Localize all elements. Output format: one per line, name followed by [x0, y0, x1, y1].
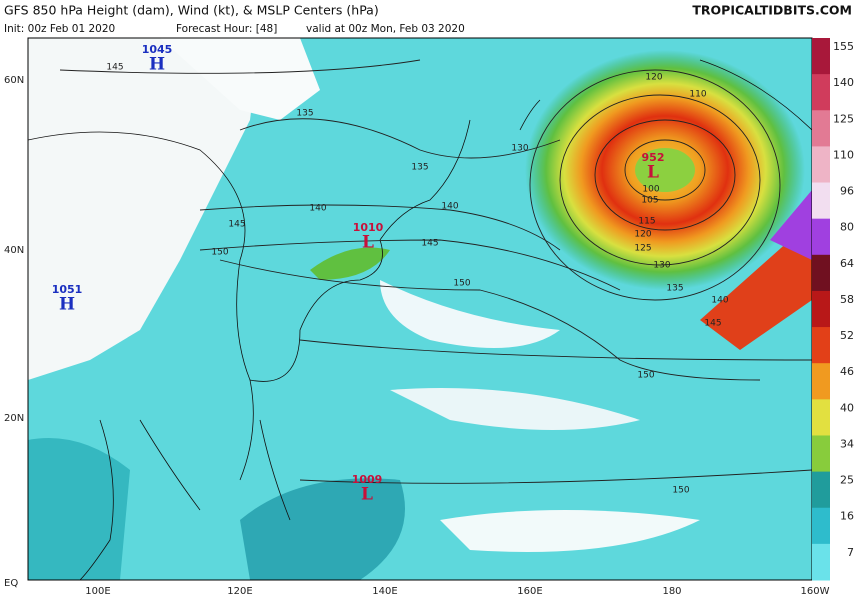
colorbar-segment: [812, 507, 830, 545]
colorbar-label: 155: [833, 40, 854, 53]
map-field: [28, 38, 812, 580]
contour-label: 115: [638, 217, 655, 227]
title: GFS 850 hPa Height (dam), Wind (kt), & M…: [4, 3, 379, 18]
colorbar-label: 58: [840, 293, 854, 306]
longitude-label: 140E: [372, 586, 397, 597]
contour-label: 150: [211, 248, 228, 258]
colorbar-label: 34: [840, 437, 854, 450]
contour-label: 125: [634, 244, 651, 254]
contour-label: 130: [653, 261, 670, 271]
colorbar-label: 125: [833, 112, 854, 125]
colorbar-label: 52: [840, 329, 854, 342]
contour-label: 135: [411, 163, 428, 173]
colorbar: 155 140 125 110 96 80 64 58 52 46 40 34 25 16 7: [812, 38, 854, 581]
pressure-value: 952: [642, 151, 665, 164]
colorbar-segment: [812, 435, 830, 473]
colorbar-segment: [812, 74, 830, 111]
colorbar-segment: [812, 110, 830, 147]
colorbar-label: 46: [840, 365, 854, 378]
colorbar-label: 140: [833, 76, 854, 89]
contour-label: 140: [711, 296, 728, 306]
contour-label: 120: [634, 230, 651, 240]
longitude-label: 100E: [85, 586, 110, 597]
colorbar-segment: [812, 182, 830, 220]
contour-label: 150: [453, 279, 470, 289]
pressure-center-letter: L: [362, 233, 374, 253]
contour-label: 100: [642, 185, 659, 195]
valid-time: valid at 00z Mon, Feb 03 2020: [306, 23, 465, 35]
colorbar-segment: [812, 399, 830, 436]
contour-label: 120: [645, 73, 662, 83]
colorbar-label: 40: [840, 401, 854, 414]
pressure-value: 1045: [142, 43, 173, 56]
longitude-label: 160E: [517, 586, 542, 597]
contour-label: 150: [637, 371, 654, 381]
contour-label: 145: [421, 239, 438, 249]
pressure-value: 1010: [353, 221, 384, 234]
colorbar-segment: [812, 254, 830, 292]
pressure-center-letter: L: [361, 485, 373, 505]
colorbar-label: 64: [840, 257, 854, 270]
contour-label: 105: [641, 196, 658, 206]
colorbar-label: 110: [833, 148, 854, 161]
colorbar-segment: [812, 471, 830, 509]
colorbar-segment: [812, 543, 830, 581]
contour-label: 130: [511, 144, 528, 154]
contour-label: 150: [672, 486, 689, 496]
colorbar-segment: [812, 146, 830, 184]
pressure-center-letter: L: [647, 163, 659, 183]
colorbar-segment: [812, 218, 830, 256]
contour-label: 140: [309, 204, 326, 214]
colorbar-segment: [812, 363, 830, 400]
colorbar-label: 96: [840, 185, 854, 198]
contour-label: 145: [106, 63, 123, 73]
pressure-center-letter: H: [59, 295, 75, 315]
longitude-label: 160W: [801, 586, 830, 597]
contour-label: 135: [296, 109, 313, 119]
latitude-label: EQ: [4, 578, 18, 589]
colorbar-segment: [812, 327, 830, 364]
pressure-center-letter: H: [149, 55, 165, 75]
init-time: Init: 00z Feb 01 2020: [4, 23, 115, 35]
colorbar-label: 25: [840, 474, 854, 487]
contour-label: 140: [441, 202, 458, 212]
latitude-label: 40N: [4, 245, 24, 256]
longitude-label: 120E: [227, 586, 252, 597]
contour-label: 110: [689, 90, 706, 100]
colorbar-label: 16: [840, 510, 854, 523]
latitude-label: 60N: [4, 75, 24, 86]
longitude-label: 180: [662, 586, 681, 597]
forecast-hour: Forecast Hour: [48]: [176, 23, 277, 35]
contour-label: 135: [666, 284, 683, 294]
contour-label: 145: [704, 319, 721, 329]
colorbar-label: 7: [847, 546, 854, 559]
latitude-label: 20N: [4, 413, 24, 424]
colorbar-label: 80: [840, 221, 854, 234]
colorbar-segment: [812, 290, 830, 328]
colorbar-segment: [812, 38, 830, 75]
pressure-value: 1009: [352, 473, 383, 486]
site-name: TROPICALTIDBITS.COM: [692, 3, 852, 18]
pressure-value: 1051: [52, 283, 83, 296]
contour-label: 145: [228, 220, 245, 230]
